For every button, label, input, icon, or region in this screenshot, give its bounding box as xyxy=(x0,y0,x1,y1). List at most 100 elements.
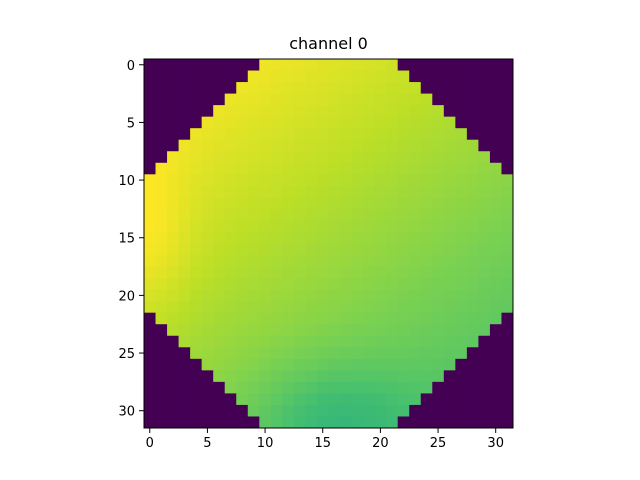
heatmap-cell xyxy=(328,335,341,348)
heatmap-cell xyxy=(155,255,168,267)
heatmap-cell xyxy=(351,116,364,129)
heatmap-cell xyxy=(236,116,249,129)
heatmap-cell xyxy=(190,312,203,325)
heatmap-cell xyxy=(397,105,410,118)
heatmap-cell xyxy=(397,59,410,71)
heatmap-cell xyxy=(201,105,214,118)
heatmap-cell xyxy=(236,404,249,417)
heatmap-cell xyxy=(236,208,249,221)
heatmap-cell xyxy=(213,301,226,314)
heatmap-cell xyxy=(247,70,260,83)
heatmap-cell xyxy=(293,151,306,164)
heatmap-cell xyxy=(201,266,214,279)
heatmap-cell xyxy=(489,59,502,71)
heatmap-cell xyxy=(443,162,456,175)
heatmap-cell xyxy=(201,301,214,314)
heatmap-cell xyxy=(409,59,422,71)
heatmap-cell xyxy=(259,312,272,325)
heatmap-cell xyxy=(443,197,456,210)
heatmap-cell xyxy=(420,416,433,429)
heatmap-cell xyxy=(397,416,410,429)
heatmap-cell xyxy=(443,105,456,118)
heatmap-cell xyxy=(478,393,491,406)
heatmap-cell xyxy=(397,82,410,94)
heatmap-cell xyxy=(190,266,203,279)
heatmap-cell xyxy=(478,370,491,383)
heatmap-cell xyxy=(178,370,191,383)
heatmap-cell xyxy=(213,208,226,221)
heatmap-cell xyxy=(305,278,318,291)
heatmap-cell xyxy=(247,197,260,210)
heatmap-cell xyxy=(167,128,179,141)
heatmap-cell xyxy=(340,278,352,291)
heatmap-cell xyxy=(293,93,306,106)
heatmap-cell xyxy=(305,266,318,279)
heatmap-cell xyxy=(386,381,399,394)
heatmap-cell xyxy=(247,185,260,198)
heatmap-cell xyxy=(478,301,491,314)
heatmap-cell xyxy=(363,70,376,83)
heatmap-cell xyxy=(144,335,156,348)
heatmap-cell xyxy=(305,243,318,256)
heatmap-cell xyxy=(409,231,422,244)
heatmap-cell xyxy=(432,393,445,406)
heatmap-cell xyxy=(305,174,318,187)
heatmap-cell xyxy=(397,301,410,314)
heatmap-cell xyxy=(409,324,422,337)
chart-title: channel 0 xyxy=(289,34,368,53)
heatmap-cell xyxy=(178,105,191,118)
heatmap-cell xyxy=(466,278,479,291)
heatmap-cell xyxy=(455,312,468,325)
heatmap-cell xyxy=(501,185,514,198)
heatmap-cell xyxy=(259,151,272,164)
heatmap-cell xyxy=(363,93,376,106)
heatmap-cell xyxy=(305,197,318,210)
heatmap-cell xyxy=(386,93,399,106)
heatmap-cell xyxy=(167,151,179,164)
heatmap-cell xyxy=(236,255,249,267)
heatmap-cell xyxy=(155,358,168,371)
heatmap-cell xyxy=(363,266,376,279)
x-tick-label: 10 xyxy=(257,436,274,451)
heatmap-cell xyxy=(432,116,445,129)
heatmap-cell xyxy=(144,128,156,141)
heatmap-cell xyxy=(351,220,364,233)
heatmap-cell xyxy=(167,393,179,406)
heatmap-cell xyxy=(455,220,468,233)
heatmap-cell xyxy=(374,116,387,129)
heatmap-cell xyxy=(293,358,306,371)
heatmap-cell xyxy=(293,59,306,71)
heatmap-cell xyxy=(489,185,502,198)
heatmap-cell xyxy=(432,335,445,348)
heatmap-cell xyxy=(167,404,179,417)
heatmap-cell xyxy=(501,289,514,302)
heatmap-cell xyxy=(328,208,341,221)
heatmap-cell xyxy=(167,278,179,291)
heatmap-cell xyxy=(247,347,260,360)
heatmap-cell xyxy=(397,370,410,383)
heatmap-cell xyxy=(316,347,329,360)
heatmap-cell xyxy=(247,255,260,267)
heatmap-cell xyxy=(363,347,376,360)
heatmap-cell xyxy=(432,139,445,152)
heatmap-cell xyxy=(190,59,203,71)
heatmap-cell xyxy=(178,151,191,164)
heatmap-cell xyxy=(259,370,272,383)
heatmap-cell xyxy=(466,416,479,429)
heatmap-cell xyxy=(455,151,468,164)
heatmap-cell xyxy=(443,70,456,83)
heatmap-cell xyxy=(316,370,329,383)
x-tick-label: 25 xyxy=(430,436,447,451)
heatmap-cell xyxy=(466,243,479,256)
heatmap-cell xyxy=(489,243,502,256)
heatmap-cell xyxy=(282,289,295,302)
heatmap-cell xyxy=(155,93,168,106)
heatmap-cell xyxy=(259,404,272,417)
heatmap-cell xyxy=(386,220,399,233)
heatmap-cell xyxy=(293,312,306,325)
heatmap-cell xyxy=(224,266,237,279)
heatmap-cell xyxy=(224,162,237,175)
heatmap-cell xyxy=(201,220,214,233)
heatmap-cell xyxy=(282,278,295,291)
heatmap-cell xyxy=(351,82,364,94)
